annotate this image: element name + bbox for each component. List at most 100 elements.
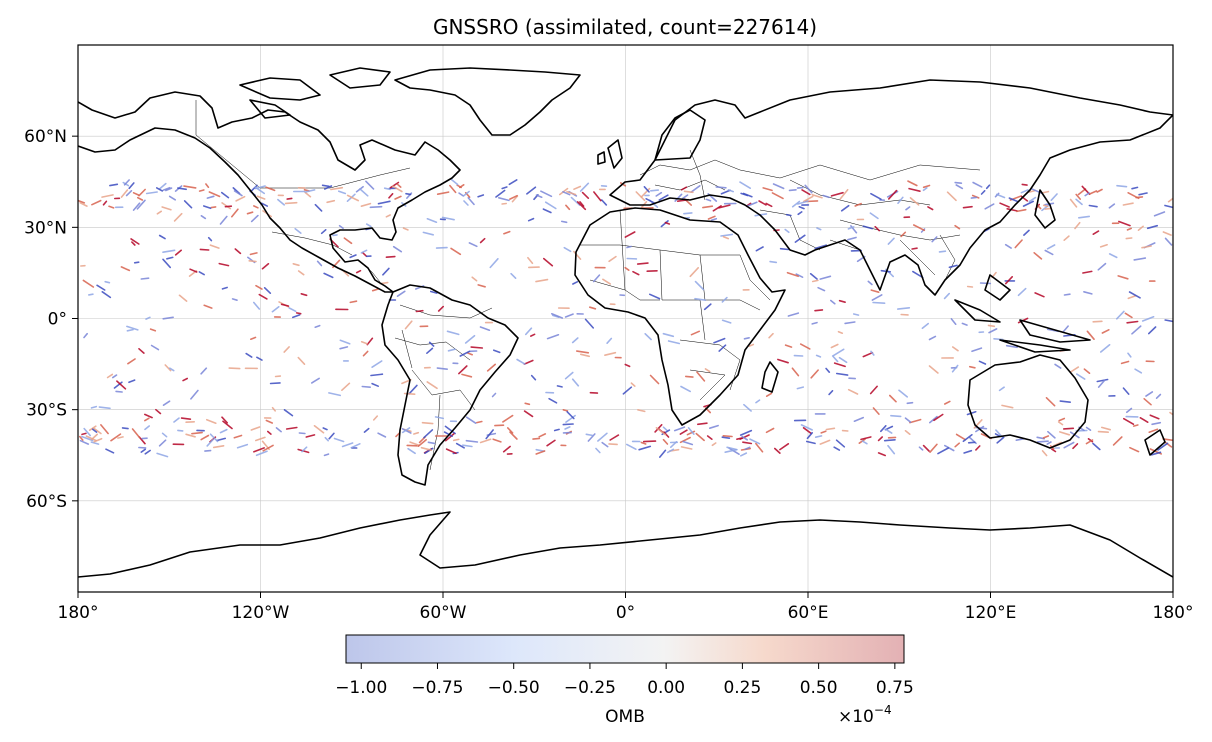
observation-track — [341, 442, 354, 448]
observation-track — [426, 347, 434, 355]
observation-track — [904, 429, 911, 436]
observation-track — [861, 440, 868, 445]
observation-track — [721, 296, 728, 303]
observation-track — [1017, 287, 1027, 297]
observation-track — [258, 293, 268, 300]
border-asia-5 — [829, 239, 861, 251]
observation-track — [1008, 197, 1019, 203]
observation-track — [420, 446, 433, 452]
observation-track — [897, 196, 904, 204]
observation-track — [509, 431, 518, 440]
observation-track — [136, 199, 146, 210]
observation-track — [814, 244, 828, 250]
observation-track — [870, 192, 882, 200]
observation-track — [884, 428, 893, 434]
observation-track — [1131, 186, 1139, 190]
observation-track — [280, 303, 290, 307]
observation-track — [250, 426, 261, 431]
observation-track — [355, 269, 362, 274]
observation-track — [320, 229, 327, 235]
observation-track — [862, 351, 874, 358]
observation-track — [501, 186, 508, 190]
observation-track — [389, 181, 400, 189]
observation-track — [1132, 424, 1139, 427]
observation-track — [927, 206, 934, 211]
observation-track — [112, 374, 118, 379]
observation-track — [492, 349, 501, 354]
observation-track — [720, 233, 734, 237]
observation-track — [458, 192, 465, 197]
observation-track — [573, 250, 582, 260]
observation-track — [477, 284, 486, 288]
colorbar-tick-label: −0.50 — [488, 678, 540, 698]
observation-track — [221, 286, 228, 290]
observation-track — [1063, 235, 1070, 241]
observation-track — [1085, 439, 1094, 445]
observation-track — [739, 429, 753, 436]
observation-track — [426, 381, 438, 390]
observation-track — [204, 449, 212, 452]
observation-track — [626, 245, 632, 249]
observation-track — [1054, 363, 1062, 369]
observation-track — [113, 381, 123, 389]
observation-track — [200, 215, 207, 220]
observation-track — [79, 439, 90, 445]
observation-track — [106, 373, 114, 379]
observation-track — [383, 187, 391, 191]
observation-track — [943, 400, 951, 405]
observation-track — [546, 333, 560, 340]
observation-track — [81, 432, 87, 436]
observation-track — [221, 416, 228, 424]
chart-title: GNSSRO (assimilated, count=227614) — [433, 15, 817, 39]
observation-track — [208, 191, 221, 198]
observation-track — [321, 184, 330, 188]
observation-track — [715, 186, 727, 189]
observation-track — [461, 444, 473, 448]
observation-track — [643, 186, 650, 193]
observation-track — [339, 339, 351, 345]
observation-track — [459, 350, 471, 357]
observation-track — [962, 205, 973, 209]
observation-track — [83, 427, 91, 437]
observation-track — [125, 190, 133, 197]
observation-track — [929, 443, 938, 454]
observation-track — [721, 319, 732, 324]
observation-track — [462, 190, 470, 197]
observation-track — [1050, 193, 1058, 201]
observation-track — [441, 216, 455, 221]
observation-track — [831, 355, 839, 363]
observation-track — [173, 417, 180, 423]
observation-track — [382, 267, 390, 276]
observation-track — [673, 426, 686, 432]
observation-track — [183, 185, 197, 189]
observation-track — [1125, 237, 1133, 240]
observation-track — [162, 400, 171, 407]
observation-track — [450, 247, 462, 256]
observation-track — [206, 418, 217, 425]
observation-track — [802, 195, 814, 203]
observation-track — [131, 428, 141, 439]
observation-track — [796, 386, 805, 390]
observation-track — [145, 316, 151, 320]
observation-track — [748, 343, 755, 348]
observation-track — [1128, 291, 1141, 299]
observation-track — [722, 434, 733, 438]
observation-track — [1047, 430, 1056, 439]
observation-track — [489, 257, 499, 269]
observation-track — [174, 249, 182, 256]
observation-track — [365, 180, 375, 190]
observation-track — [687, 427, 695, 436]
observation-track — [1069, 366, 1080, 373]
observation-track — [330, 186, 344, 191]
observation-track — [162, 316, 174, 320]
observation-track — [203, 205, 212, 210]
observation-track — [269, 382, 281, 385]
observation-track — [295, 312, 302, 315]
observation-track — [1099, 244, 1108, 248]
observation-track — [538, 433, 547, 438]
observation-track — [328, 432, 335, 440]
observation-track — [571, 378, 580, 387]
observation-track — [811, 193, 823, 199]
border-af-7 — [689, 369, 726, 401]
coast-greenland — [394, 67, 581, 136]
